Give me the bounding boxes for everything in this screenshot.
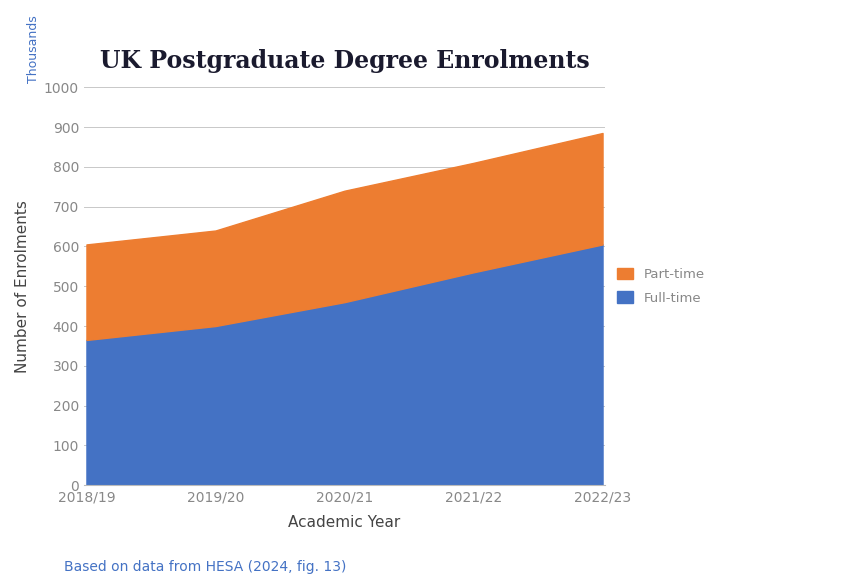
Text: Thousands: Thousands: [26, 16, 40, 84]
Y-axis label: Number of Enrolments: Number of Enrolments: [15, 200, 30, 373]
X-axis label: Academic Year: Academic Year: [288, 515, 400, 530]
Text: Based on data from HESA (2024, fig. 13): Based on data from HESA (2024, fig. 13): [64, 560, 346, 574]
Title: UK Postgraduate Degree Enrolments: UK Postgraduate Degree Enrolments: [99, 49, 589, 72]
Legend: Part-time, Full-time: Part-time, Full-time: [617, 267, 705, 305]
